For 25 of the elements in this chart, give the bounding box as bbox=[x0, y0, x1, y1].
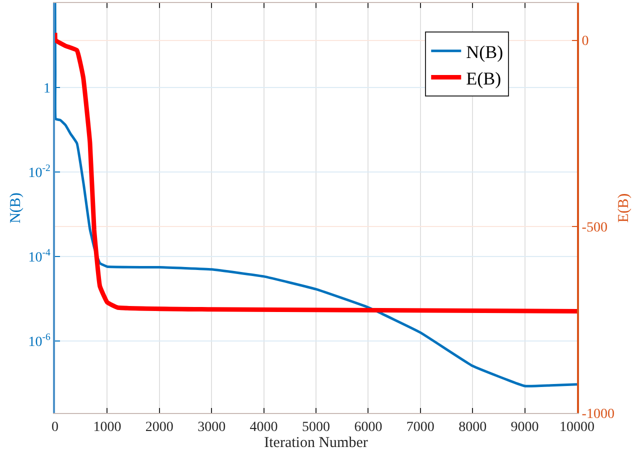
y2-axis-title: E(B) bbox=[616, 193, 632, 223]
y2-tick-label: 0 bbox=[582, 34, 589, 50]
x-tick-label: 5000 bbox=[302, 420, 330, 435]
x-tick-label: 0 bbox=[52, 420, 58, 435]
y-tick-label: 10$^{-6}$ bbox=[28, 332, 51, 350]
x-tick-label: 10000 bbox=[560, 420, 594, 435]
x-tick-label: 4000 bbox=[250, 420, 278, 435]
x-tick-label: 1000 bbox=[93, 420, 122, 435]
x-tick-label: 9000 bbox=[510, 420, 539, 435]
y-axis-title: N(B) bbox=[8, 192, 24, 224]
x-tick-label: 8000 bbox=[458, 420, 487, 435]
line-series bbox=[55, 3, 577, 388]
x-axis-title: Iteration Number bbox=[264, 434, 368, 451]
y2-tick-label: -500 bbox=[582, 220, 608, 236]
y-tick-label: 10$^{-2}$ bbox=[28, 163, 51, 181]
legend-label: E(B) bbox=[466, 68, 502, 88]
x-tick-label: 7000 bbox=[406, 420, 434, 435]
x-tick-label: 3000 bbox=[198, 420, 226, 435]
y-tick-label: 1 bbox=[43, 81, 50, 96]
line-series bbox=[55, 30, 577, 314]
y-tick-label: 10$^{-4}$ bbox=[28, 248, 51, 266]
x-tick-label: 2000 bbox=[145, 420, 174, 435]
x-tick-label: 6000 bbox=[354, 420, 382, 435]
legend-label: N(B) bbox=[466, 42, 504, 62]
y2-tick-label: -1000 bbox=[582, 406, 614, 422]
